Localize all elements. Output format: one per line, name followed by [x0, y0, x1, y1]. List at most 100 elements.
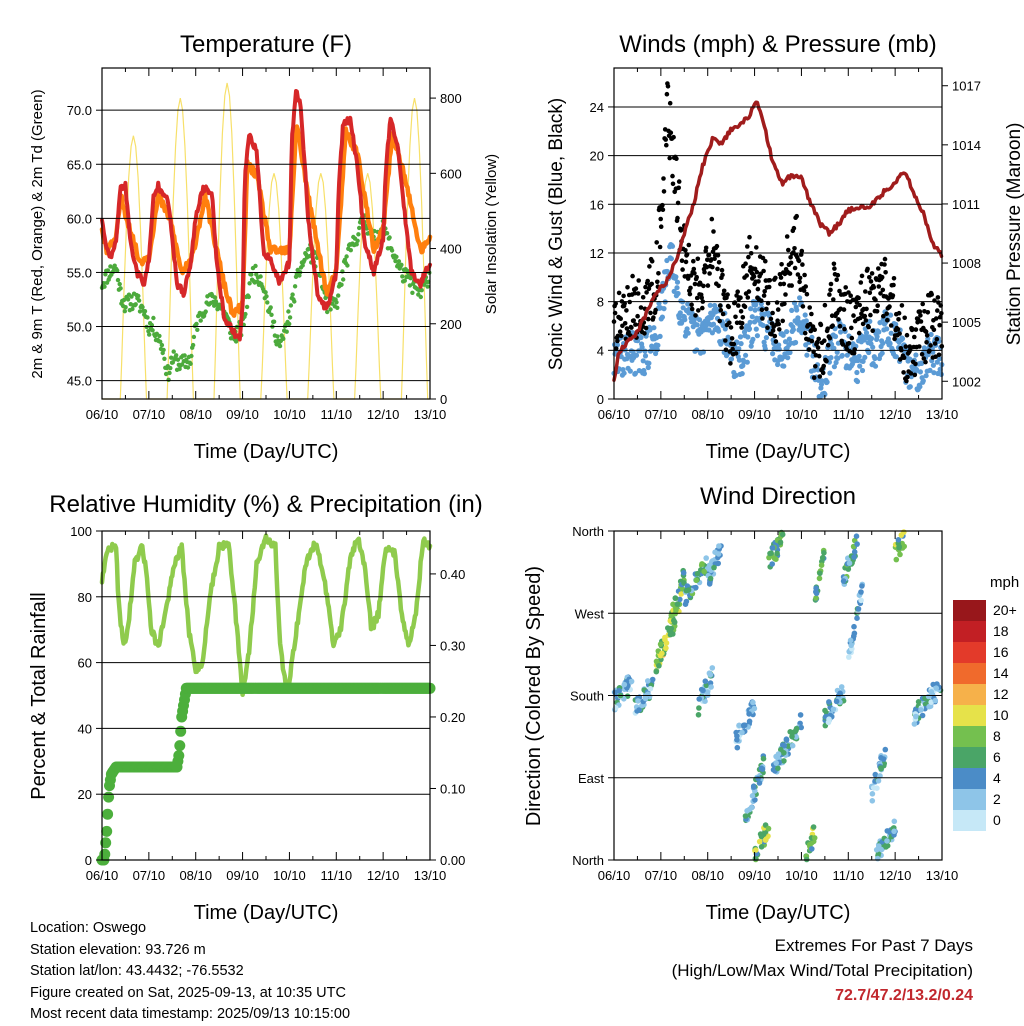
gust-point [754, 245, 759, 250]
wind-point [737, 334, 744, 340]
station-location: Location: Oswego [30, 920, 147, 936]
direction-point [884, 838, 890, 844]
direction-point [893, 556, 900, 563]
dewpoint-point [142, 309, 148, 314]
gust-point [667, 100, 673, 106]
gust-point [714, 243, 720, 249]
dewpoint-point [157, 333, 162, 339]
gust-point [781, 281, 787, 287]
direction-point [749, 793, 756, 799]
x-tick-label: 11/10 [320, 407, 352, 422]
wind-point [632, 370, 639, 376]
gust-point [636, 278, 641, 283]
gust-point [664, 142, 669, 148]
gust-point [869, 271, 875, 276]
legend-label: 8 [993, 728, 1001, 744]
x-tick-label: 08/10 [691, 868, 724, 883]
gust-point [816, 336, 821, 342]
dewpoint-point [137, 309, 143, 314]
wind-point [770, 351, 776, 357]
gust-point [822, 338, 827, 344]
gust-point [696, 308, 701, 313]
wind-point [647, 327, 653, 333]
wind-point [928, 331, 934, 338]
dewpoint-point [355, 238, 360, 243]
gust-point [936, 352, 942, 358]
gust-point [617, 329, 623, 335]
y2-tick-label: 400 [440, 242, 462, 257]
dewpoint-point [125, 297, 131, 302]
gust-point [822, 302, 828, 308]
direction-point [818, 562, 825, 568]
direction-point [755, 775, 761, 782]
gust-point [759, 307, 765, 313]
legend-swatch [953, 705, 986, 726]
gust-point [621, 293, 626, 299]
direction-point [756, 780, 763, 786]
wind-point [707, 302, 713, 308]
gust-point [719, 267, 725, 273]
gust-point [705, 283, 711, 288]
direction-point [663, 645, 669, 651]
direction-point [759, 766, 766, 772]
gust-point [773, 275, 778, 281]
dewpoint-point [115, 277, 121, 283]
precip-point [173, 750, 185, 762]
station-elevation: Station elevation: 93.726 m [30, 941, 206, 958]
gust-point [868, 279, 874, 284]
dewpoint-point [243, 311, 248, 317]
y2-tick-label: 800 [440, 91, 462, 106]
dewpoint-point [410, 290, 415, 295]
wind-point [639, 344, 645, 350]
wind-point [642, 353, 649, 359]
gust-point [763, 258, 768, 264]
gust-point [717, 318, 722, 324]
y-tick-label: 60 [78, 656, 92, 671]
wind-point [794, 307, 800, 313]
gust-point [655, 279, 660, 285]
direction-point [854, 541, 860, 547]
direction-point [636, 707, 642, 713]
wind-point [797, 295, 803, 301]
dewpoint-point [384, 231, 390, 236]
legend-swatch [953, 684, 986, 705]
wind-point [661, 306, 667, 312]
direction-point [816, 575, 823, 582]
direction-point [678, 591, 684, 597]
wind-point [888, 330, 894, 336]
precip-point [103, 791, 115, 803]
wind-point [877, 320, 883, 326]
gust-point [746, 254, 751, 260]
gust-point [732, 300, 738, 305]
gust-point [831, 297, 836, 302]
x-tick-label: 11/10 [832, 407, 864, 422]
y-tick-label: North [572, 524, 604, 539]
direction-point [895, 537, 902, 543]
gust-point [772, 333, 778, 339]
humidity-axes: 06/10 07/10 08/10 09/10 10/10 11/10 12/10 13/10… [70, 524, 465, 883]
wind-point [668, 256, 675, 262]
legend-label: 12 [993, 686, 1009, 702]
wind-point [859, 367, 866, 374]
gust-point [867, 290, 873, 296]
direction-point [774, 550, 780, 557]
direction-point [783, 737, 790, 743]
gust-point [739, 320, 745, 326]
gust-point [829, 313, 835, 319]
wind-point [671, 288, 677, 294]
gust-point [726, 304, 731, 310]
gust-point [740, 315, 746, 320]
legend-label: 10 [993, 707, 1009, 723]
wind-point [673, 274, 679, 280]
gust-point [633, 286, 639, 291]
gust-point [852, 347, 857, 352]
gust-point [933, 316, 939, 321]
direction-point [698, 562, 705, 569]
y-tick-label: 45.0 [67, 374, 92, 389]
dewpoint-point [123, 305, 128, 310]
gust-point [615, 333, 621, 339]
wind-point [888, 312, 894, 318]
gust-point [867, 275, 872, 280]
gust-point [796, 258, 802, 264]
gust-point [706, 252, 712, 258]
